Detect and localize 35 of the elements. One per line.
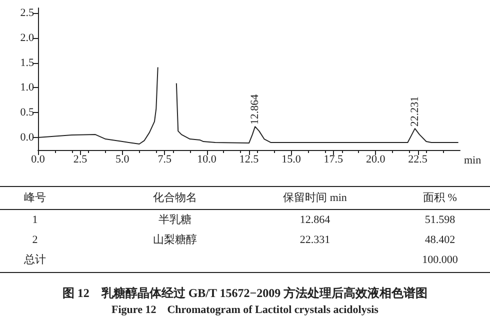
text: 山梨糖醇 [152, 232, 198, 248]
text: 峰号 [23, 191, 47, 206]
text: 半乳糖 [158, 213, 192, 228]
text: 面积 % [422, 191, 458, 206]
x-tick-label: 10.0 [197, 154, 217, 166]
x-tick-label: 17.5 [324, 154, 344, 166]
x-tick-label: 5.0 [116, 154, 130, 166]
text: 1 [31, 213, 39, 228]
text: 22.331 [298, 233, 332, 248]
x-tick-label: 15.0 [282, 154, 302, 166]
y-tick-label: 0.0 [20, 132, 34, 144]
x-tick-label: 20.0 [366, 154, 386, 166]
x-tick-label: 2.5 [73, 154, 88, 166]
y-tick-label: 0.5 [20, 106, 34, 119]
y-tick-label: 1.5 [20, 56, 34, 69]
y-tick-label: 2.0 [20, 32, 34, 44]
caption: Figure 12 Chromatogram of Lactitol crystals acidolysis [110, 303, 380, 317]
x-tick-label: 0.0 [31, 154, 46, 166]
x-tick-label: 22.5 [408, 154, 428, 166]
text: 48.402 [424, 233, 456, 248]
annotation: 22.231 [408, 96, 421, 127]
text: 100.000 [421, 253, 459, 268]
text: 保留时间 min [282, 191, 348, 206]
x-tick-label: 7.5 [158, 154, 172, 166]
y-tick-label: 1.0 [20, 82, 34, 94]
x-axis-title: min [464, 154, 482, 166]
text: 2 [31, 233, 39, 248]
caption: 图 12 乳糖醇晶体经过 GB/T 15672−2009 方法处理后高效液相色谱图 [61, 285, 429, 302]
text: 化合物名 [152, 191, 198, 206]
x-tick-label: 12.5 [239, 154, 260, 166]
text: 51.598 [424, 213, 456, 228]
y-tick-label: 2.5 [20, 6, 34, 19]
text: 12.864 [298, 213, 332, 228]
annotation: 12.864 [249, 94, 262, 125]
text: 总计 [23, 253, 47, 268]
